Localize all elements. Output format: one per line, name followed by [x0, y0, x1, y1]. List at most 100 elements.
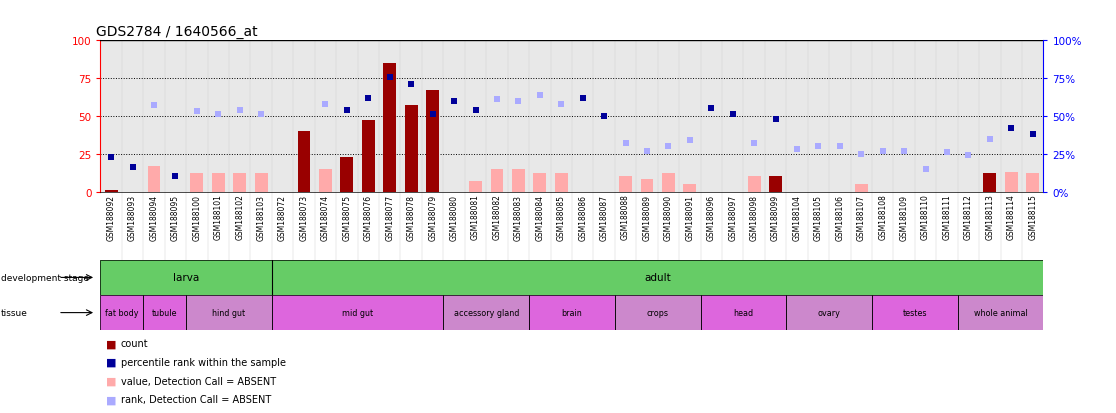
Bar: [469, 181, 482, 192]
Text: GSM188108: GSM188108: [878, 194, 887, 240]
Text: development stage: development stage: [1, 273, 89, 282]
Text: GSM188105: GSM188105: [814, 194, 822, 240]
Bar: [662, 174, 675, 192]
Bar: [855, 185, 868, 192]
Text: GSM188111: GSM188111: [943, 194, 952, 240]
Text: ■: ■: [106, 376, 116, 386]
Text: GSM188080: GSM188080: [450, 194, 459, 240]
Text: GSM188089: GSM188089: [643, 194, 652, 240]
Bar: [147, 166, 161, 192]
Text: GSM188092: GSM188092: [107, 194, 116, 240]
Text: tubule: tubule: [152, 309, 177, 317]
Text: count: count: [121, 339, 148, 349]
Bar: [641, 180, 653, 192]
Text: brain: brain: [561, 309, 583, 317]
Text: GDS2784 / 1640566_at: GDS2784 / 1640566_at: [96, 25, 258, 39]
Text: ■: ■: [106, 357, 116, 367]
Text: GSM188115: GSM188115: [1028, 194, 1037, 240]
Text: ■: ■: [106, 394, 116, 404]
Text: GSM188084: GSM188084: [536, 194, 545, 240]
Text: tissue: tissue: [1, 309, 28, 317]
Bar: [619, 177, 632, 192]
Text: GSM188074: GSM188074: [321, 194, 330, 240]
Bar: [615, 295, 701, 330]
Bar: [212, 174, 224, 192]
Bar: [701, 295, 787, 330]
Text: crops: crops: [646, 309, 668, 317]
Bar: [186, 295, 272, 330]
Text: GSM188100: GSM188100: [192, 194, 201, 240]
Bar: [272, 295, 443, 330]
Bar: [983, 174, 997, 192]
Bar: [298, 132, 310, 192]
Text: GSM188087: GSM188087: [599, 194, 608, 240]
Bar: [555, 174, 568, 192]
Text: GSM188094: GSM188094: [150, 194, 158, 240]
Bar: [105, 190, 117, 192]
Text: GSM188099: GSM188099: [771, 194, 780, 240]
Bar: [748, 177, 761, 192]
Text: GSM188103: GSM188103: [257, 194, 266, 240]
Text: GSM188075: GSM188075: [343, 194, 352, 240]
Bar: [958, 295, 1043, 330]
Bar: [1027, 174, 1039, 192]
Bar: [340, 157, 354, 192]
Bar: [100, 295, 143, 330]
Bar: [529, 295, 615, 330]
Bar: [143, 295, 186, 330]
Bar: [272, 295, 443, 330]
Text: hind gut: hind gut: [212, 309, 246, 317]
Bar: [701, 295, 787, 330]
Text: GSM188106: GSM188106: [836, 194, 845, 240]
Bar: [1004, 173, 1018, 192]
Text: GSM188081: GSM188081: [471, 194, 480, 240]
Text: GSM188078: GSM188078: [406, 194, 415, 240]
Bar: [787, 295, 872, 330]
Text: value, Detection Call = ABSENT: value, Detection Call = ABSENT: [121, 376, 276, 386]
Text: GSM188072: GSM188072: [278, 194, 287, 240]
Bar: [615, 295, 701, 330]
Bar: [319, 169, 331, 192]
Text: ovary: ovary: [818, 309, 840, 317]
Bar: [186, 295, 272, 330]
Text: whole animal: whole animal: [974, 309, 1028, 317]
Text: GSM188104: GSM188104: [792, 194, 801, 240]
Text: GSM188073: GSM188073: [299, 194, 308, 240]
Text: head: head: [733, 309, 753, 317]
Text: GSM188113: GSM188113: [985, 194, 994, 240]
Text: GSM188110: GSM188110: [921, 194, 930, 240]
Bar: [191, 174, 203, 192]
Text: testes: testes: [903, 309, 927, 317]
Text: GSM188082: GSM188082: [492, 194, 501, 240]
Text: GSM188114: GSM188114: [1007, 194, 1016, 240]
Text: GSM188077: GSM188077: [385, 194, 394, 240]
Text: rank, Detection Call = ABSENT: rank, Detection Call = ABSENT: [121, 394, 271, 404]
Bar: [872, 295, 958, 330]
Bar: [254, 174, 268, 192]
Text: mid gut: mid gut: [343, 309, 373, 317]
Text: accessory gland: accessory gland: [453, 309, 519, 317]
Text: GSM188109: GSM188109: [899, 194, 908, 240]
Bar: [683, 185, 696, 192]
Bar: [872, 295, 958, 330]
Text: larva: larva: [173, 273, 200, 283]
Bar: [443, 295, 529, 330]
Bar: [769, 177, 782, 192]
Bar: [100, 295, 143, 330]
Text: GSM188088: GSM188088: [620, 194, 631, 240]
Bar: [787, 295, 872, 330]
Bar: [143, 295, 186, 330]
Text: percentile rank within the sample: percentile rank within the sample: [121, 357, 286, 367]
Bar: [233, 174, 247, 192]
Text: GSM188101: GSM188101: [214, 194, 223, 240]
Text: GSM188079: GSM188079: [429, 194, 437, 240]
Text: GSM188095: GSM188095: [171, 194, 180, 240]
Bar: [384, 64, 396, 192]
Text: fat body: fat body: [105, 309, 138, 317]
Text: ■: ■: [106, 339, 116, 349]
Text: GSM188098: GSM188098: [750, 194, 759, 240]
Bar: [426, 91, 439, 192]
Text: GSM188097: GSM188097: [729, 194, 738, 240]
Bar: [958, 295, 1043, 330]
Bar: [405, 106, 417, 192]
